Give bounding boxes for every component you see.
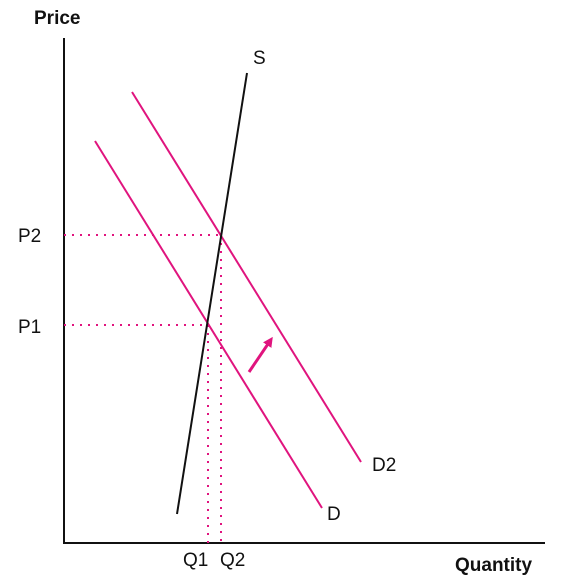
supply-curve: [176, 72, 248, 515]
demand-curve-d: [94, 140, 323, 509]
supply-label: S: [253, 48, 266, 69]
x-axis-title: Quantity: [455, 555, 532, 576]
price-p1-label: P1: [18, 317, 41, 338]
quantity-q1-label: Q1: [183, 550, 208, 571]
price-p2-label: P2: [18, 226, 41, 247]
demand-d2-label: D2: [372, 455, 396, 476]
y-axis-title: Price: [34, 8, 80, 29]
demand-curve-d2: [131, 91, 362, 463]
quantity-q2-label: Q2: [220, 550, 245, 571]
shift-arrow: [247, 336, 273, 373]
demand-d-label: D: [327, 504, 341, 525]
